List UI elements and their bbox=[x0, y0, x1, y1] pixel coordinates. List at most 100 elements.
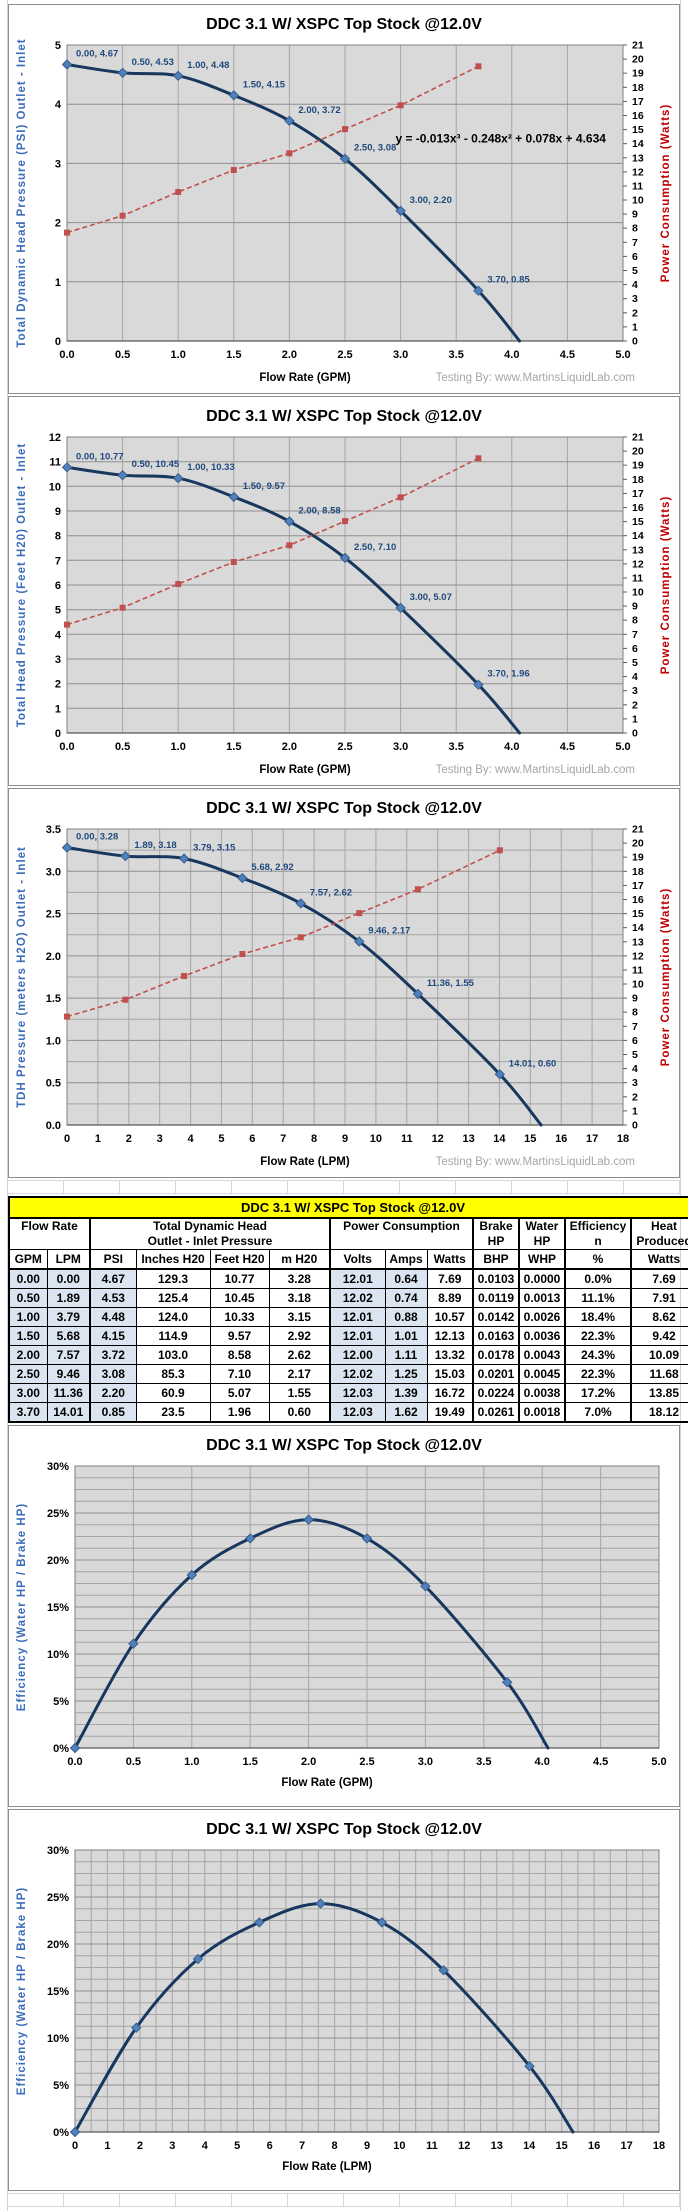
column-header-m-h20[interactable]: m H20 bbox=[268, 1249, 331, 1270]
table-cell[interactable]: 125.4 bbox=[135, 1288, 211, 1308]
table-cell[interactable]: 7.57 bbox=[46, 1345, 91, 1365]
table-cell[interactable]: 2.92 bbox=[268, 1326, 331, 1346]
table-cell[interactable]: 12.02 bbox=[329, 1364, 386, 1384]
table-cell[interactable]: 10.45 bbox=[209, 1288, 270, 1308]
column-header-watts[interactable]: Watts bbox=[426, 1249, 474, 1270]
table-cell[interactable]: 4.48 bbox=[89, 1307, 137, 1327]
table-cell[interactable]: 0.0% bbox=[564, 1268, 632, 1289]
table-cell[interactable]: 1.55 bbox=[268, 1383, 331, 1403]
table-cell[interactable]: 0.60 bbox=[268, 1402, 331, 1423]
table-cell[interactable]: 12.03 bbox=[329, 1383, 386, 1403]
table-cell[interactable]: 11.68 bbox=[629, 1364, 688, 1384]
column-header-volts[interactable]: Volts bbox=[329, 1249, 386, 1270]
table-cell[interactable]: 1.89 bbox=[46, 1288, 91, 1308]
table-cell[interactable]: 7.69 bbox=[629, 1268, 688, 1289]
table-cell[interactable]: 10.57 bbox=[426, 1307, 474, 1327]
table-cell[interactable]: 12.02 bbox=[329, 1288, 386, 1308]
table-cell[interactable]: 0.0142 bbox=[472, 1307, 520, 1327]
table-cell[interactable]: 3.00 bbox=[8, 1383, 48, 1403]
table-cell[interactable]: 2.50 bbox=[8, 1364, 48, 1384]
column-header-feet-h20[interactable]: Feet H20 bbox=[209, 1249, 270, 1270]
table-cell[interactable]: 0.50 bbox=[8, 1288, 48, 1308]
table-cell[interactable]: 22.3% bbox=[564, 1364, 632, 1384]
table-cell[interactable]: 0.0163 bbox=[472, 1326, 520, 1346]
table-cell[interactable]: 3.08 bbox=[89, 1364, 137, 1384]
column-header-bhp[interactable]: BHP bbox=[472, 1249, 520, 1270]
table-cell[interactable]: 12.13 bbox=[426, 1326, 474, 1346]
table-cell[interactable]: 0.0119 bbox=[472, 1288, 520, 1308]
table-cell[interactable]: 8.58 bbox=[209, 1345, 270, 1365]
table-cell[interactable]: 129.3 bbox=[135, 1268, 211, 1289]
table-cell[interactable]: 3.18 bbox=[268, 1288, 331, 1308]
table-cell[interactable]: 0.00 bbox=[46, 1268, 91, 1289]
table-cell[interactable]: 2.20 bbox=[89, 1383, 137, 1403]
table-cell[interactable]: 18.4% bbox=[564, 1307, 632, 1327]
table-cell[interactable]: 114.9 bbox=[135, 1326, 211, 1346]
group-header-flow-rate[interactable]: Flow Rate bbox=[8, 1217, 91, 1250]
chart-head-psi-gpm[interactable]: 0.00, 4.67 0.50, 4.53 1.00, 4.48 1.50, 4.15… bbox=[9, 5, 679, 393]
column-header-amps[interactable]: Amps bbox=[384, 1249, 428, 1270]
table-cell[interactable]: 103.0 bbox=[135, 1345, 211, 1365]
table-cell[interactable]: 0.0038 bbox=[518, 1383, 566, 1403]
table-cell[interactable]: 0.0201 bbox=[472, 1364, 520, 1384]
chart-head-meters-lpm[interactable]: 0.00, 3.28 1.89, 3.18 3.79, 3.15 5.68, 2.92… bbox=[9, 789, 679, 1177]
group-header-water-hp[interactable]: Water HP bbox=[518, 1217, 566, 1250]
table-cell[interactable]: 7.69 bbox=[426, 1268, 474, 1289]
table-cell[interactable]: 18.12 bbox=[629, 1402, 688, 1423]
table-cell[interactable]: 22.3% bbox=[564, 1326, 632, 1346]
table-cell[interactable]: 1.50 bbox=[8, 1326, 48, 1346]
table-cell[interactable]: 7.91 bbox=[629, 1288, 688, 1308]
table-cell[interactable]: 10.77 bbox=[209, 1268, 270, 1289]
table-cell[interactable]: 19.49 bbox=[426, 1402, 474, 1423]
table-cell[interactable]: 3.72 bbox=[89, 1345, 137, 1365]
table-cell[interactable]: 12.01 bbox=[329, 1326, 386, 1346]
chart-efficiency-gpm[interactable]: 0% 5% 10% 15% 20% 25% 30% 0.0 0.5 1.0 1.5 2.0 2.5 3.0… bbox=[9, 1426, 679, 1806]
table-cell[interactable]: 0.0013 bbox=[518, 1288, 566, 1308]
table-cell[interactable]: 13.32 bbox=[426, 1345, 474, 1365]
group-header-efficiency[interactable]: Efficiency n bbox=[564, 1217, 632, 1250]
table-cell[interactable]: 1.62 bbox=[384, 1402, 428, 1423]
table-cell[interactable]: 5.68 bbox=[46, 1326, 91, 1346]
table-cell[interactable]: 0.0036 bbox=[518, 1326, 566, 1346]
column-header-inches-h20[interactable]: Inches H20 bbox=[135, 1249, 211, 1270]
table-cell[interactable]: 13.85 bbox=[629, 1383, 688, 1403]
table-cell[interactable]: 8.89 bbox=[426, 1288, 474, 1308]
table-cell[interactable]: 0.0000 bbox=[518, 1268, 566, 1289]
table-cell[interactable]: 0.74 bbox=[384, 1288, 428, 1308]
table-cell[interactable]: 3.28 bbox=[268, 1268, 331, 1289]
table-cell[interactable]: 8.62 bbox=[629, 1307, 688, 1327]
column-header-watts[interactable]: Watts bbox=[629, 1249, 688, 1270]
table-cell[interactable]: 0.0103 bbox=[472, 1268, 520, 1289]
table-cell[interactable]: 10.33 bbox=[209, 1307, 270, 1327]
table-cell[interactable]: 9.57 bbox=[209, 1326, 270, 1346]
table-cell[interactable]: 0.0178 bbox=[472, 1345, 520, 1365]
table-cell[interactable]: 1.39 bbox=[384, 1383, 428, 1403]
table-cell[interactable]: 0.88 bbox=[384, 1307, 428, 1327]
table-cell[interactable]: 12.01 bbox=[329, 1268, 386, 1289]
table-cell[interactable]: 0.0045 bbox=[518, 1364, 566, 1384]
table-title[interactable]: DDC 3.1 W/ XSPC Top Stock @12.0V bbox=[7, 1196, 688, 1219]
table-cell[interactable]: 0.0026 bbox=[518, 1307, 566, 1327]
table-cell[interactable]: 11.36 bbox=[46, 1383, 91, 1403]
table-cell[interactable]: 10.09 bbox=[629, 1345, 688, 1365]
table-cell[interactable]: 11.1% bbox=[564, 1288, 632, 1308]
table-cell[interactable]: 5.07 bbox=[209, 1383, 270, 1403]
table-cell[interactable]: 3.70 bbox=[8, 1402, 48, 1423]
column-header-gpm[interactable]: GPM bbox=[8, 1249, 48, 1270]
table-cell[interactable]: 23.5 bbox=[135, 1402, 211, 1423]
table-cell[interactable]: 16.72 bbox=[426, 1383, 474, 1403]
table-cell[interactable]: 3.79 bbox=[46, 1307, 91, 1327]
table-cell[interactable]: 4.53 bbox=[89, 1288, 137, 1308]
table-cell[interactable]: 4.67 bbox=[89, 1268, 137, 1289]
table-cell[interactable]: 1.96 bbox=[209, 1402, 270, 1423]
group-header-brake-hp[interactable]: Brake HP bbox=[472, 1217, 520, 1250]
table-cell[interactable]: 9.46 bbox=[46, 1364, 91, 1384]
table-cell[interactable]: 7.10 bbox=[209, 1364, 270, 1384]
table-cell[interactable]: 0.00 bbox=[8, 1268, 48, 1289]
table-cell[interactable]: 1.11 bbox=[384, 1345, 428, 1365]
chart-head-psi-gpm-box[interactable]: 0.00, 4.67 0.50, 4.53 1.00, 4.48 1.50, 4.15… bbox=[8, 4, 680, 394]
table-cell[interactable]: 17.2% bbox=[564, 1383, 632, 1403]
table-cell[interactable]: 12.01 bbox=[329, 1307, 386, 1327]
table-cell[interactable]: 1.25 bbox=[384, 1364, 428, 1384]
table-cell[interactable]: 0.0224 bbox=[472, 1383, 520, 1403]
